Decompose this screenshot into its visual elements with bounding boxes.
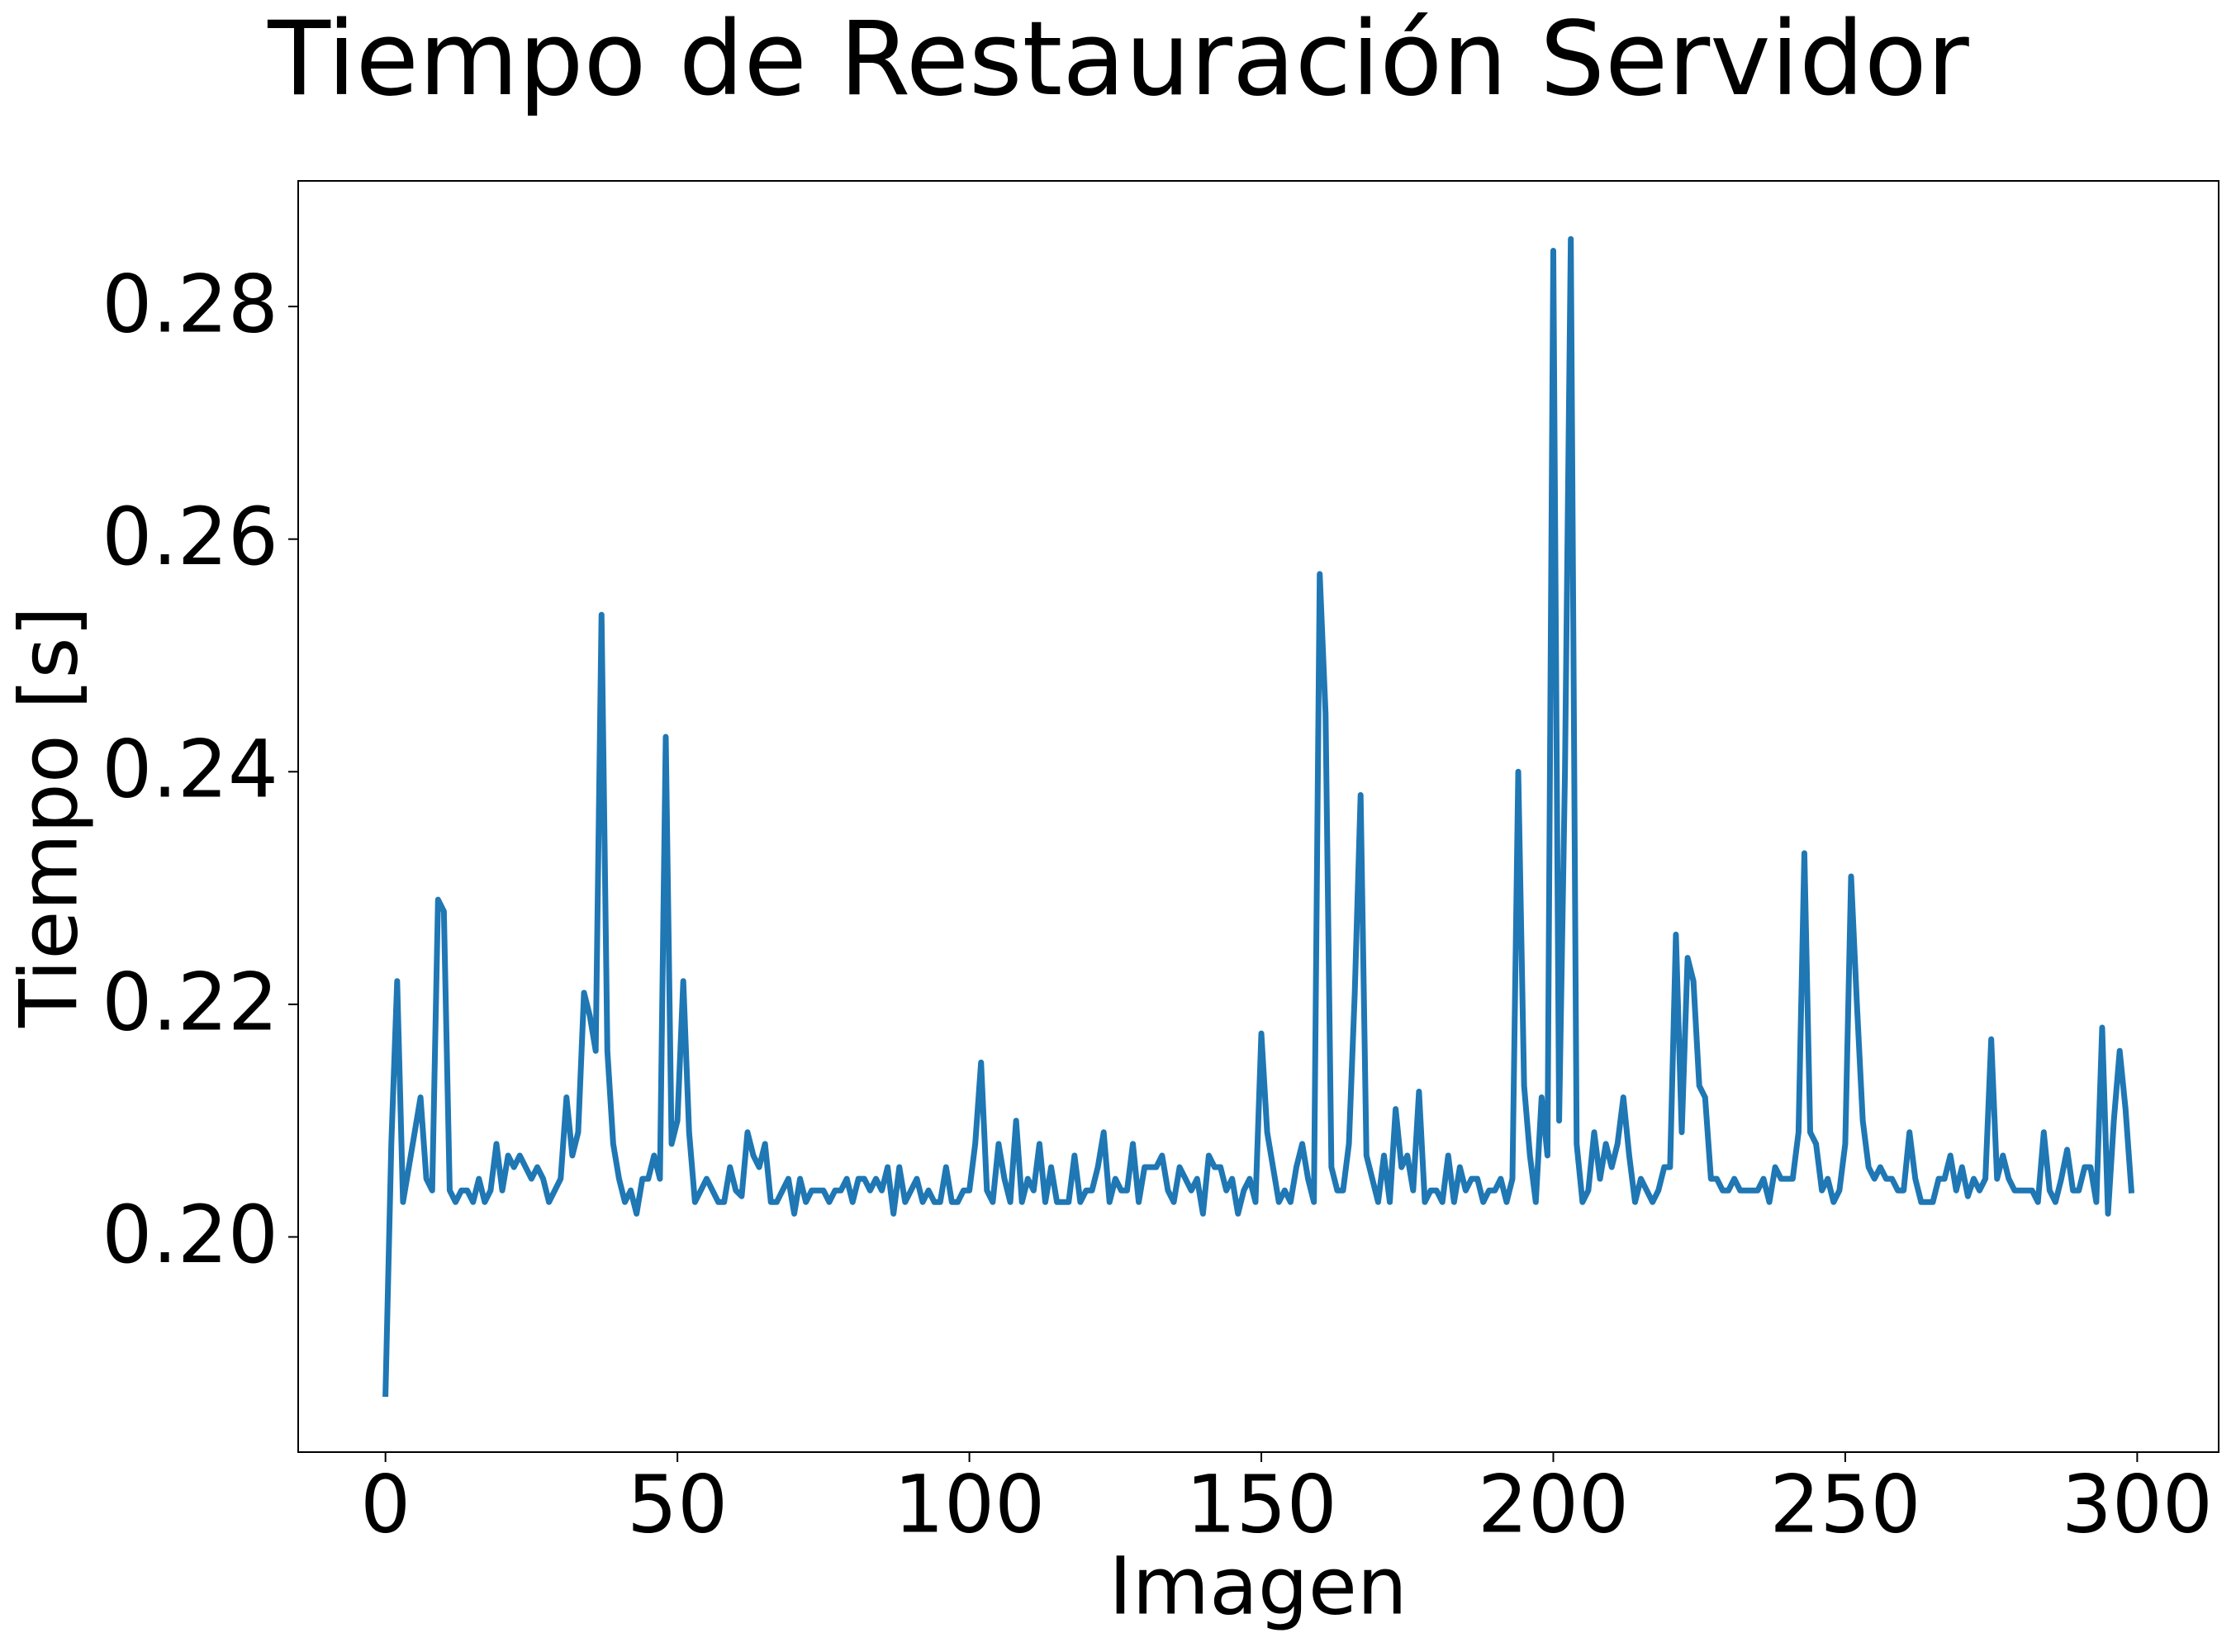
y-tick-label: 0.28 — [102, 258, 278, 350]
y-axis-label: Tiempo [s] — [2, 606, 95, 1028]
x-tick-label: 100 — [894, 1458, 1045, 1550]
x-axis-label: Imagen — [1109, 1540, 1408, 1632]
plot-frame — [297, 180, 2219, 1453]
x-tick-label: 50 — [627, 1458, 728, 1550]
x-tick-label: 150 — [1185, 1458, 1336, 1550]
x-tick-label: 250 — [1769, 1458, 1920, 1550]
x-tick-label: 0 — [360, 1458, 411, 1550]
x-tick-label: 300 — [2062, 1458, 2213, 1550]
y-tick-label: 0.22 — [102, 956, 278, 1048]
y-tick-label: 0.26 — [102, 491, 278, 583]
y-tick-label: 0.20 — [102, 1189, 278, 1281]
data-line — [382, 235, 2135, 1398]
chart-title: Tiempo de Restauración Servidor — [267, 0, 1968, 119]
x-tick-label: 200 — [1478, 1458, 1629, 1550]
y-tick-label: 0.24 — [102, 724, 278, 816]
